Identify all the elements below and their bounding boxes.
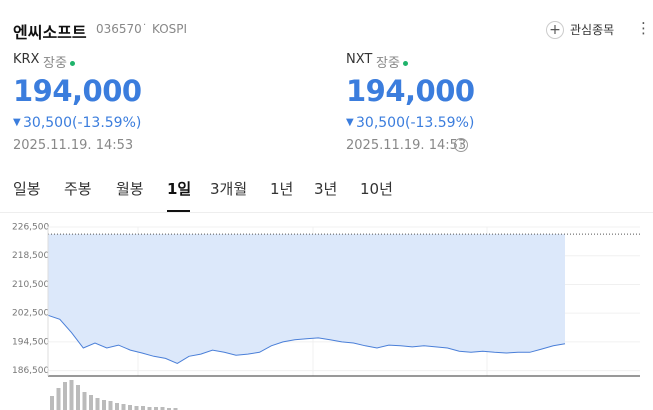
exchange: NXT [346, 52, 373, 67]
volume-bar [82, 392, 87, 410]
tab[interactable]: 3개월 [210, 180, 248, 198]
price-line [47, 314, 566, 364]
volume-bar [76, 385, 80, 410]
rate: (-13.59%) [405, 115, 475, 131]
tab[interactable]: 월봉 [116, 180, 144, 198]
volume-bar [141, 406, 145, 410]
live-dot [69, 61, 75, 66]
y-tick-label: 186,500 [12, 366, 49, 376]
separator: · [143, 20, 147, 31]
volume-bar [128, 405, 132, 410]
rate: (-13.59%) [72, 115, 142, 131]
volume-bar [160, 407, 165, 410]
tab[interactable]: 3년 [314, 180, 338, 198]
volume-bar [69, 380, 74, 410]
divider [0, 212, 653, 213]
volume-bar [102, 400, 106, 410]
area [48, 234, 565, 364]
volume-bar [56, 388, 61, 410]
stock-name: 엔씨소프트 [13, 23, 87, 42]
watch-button[interactable]: 관심종목 [570, 23, 615, 37]
volume-bar [95, 398, 100, 410]
time: 2025.11.19. 14:53 [13, 138, 134, 153]
add-icon[interactable]: + [546, 21, 564, 39]
volume-bar [50, 396, 54, 410]
y-tick-label: 202,500 [12, 309, 49, 319]
y-tick-label: 218,500 [12, 251, 49, 261]
volume-bar [121, 404, 126, 410]
tab[interactable]: 10년 [360, 180, 393, 198]
price: 194,000 [13, 74, 142, 108]
change: 30,500 [356, 115, 405, 131]
live-dot [402, 61, 408, 66]
y-tick-label: 226,500 [12, 223, 49, 233]
time: 2025.11.19. 14:53 [346, 138, 467, 153]
price: 194,000 [346, 74, 475, 108]
y-tick-label: 210,500 [12, 280, 49, 290]
y-tick-label: 194,500 [12, 337, 49, 347]
tab[interactable]: 1년 [270, 180, 294, 198]
stock-code: 036570 [96, 22, 142, 36]
status: 장중 [376, 52, 408, 71]
volume-bar [173, 408, 178, 410]
volume-bar [167, 408, 171, 410]
exchange: KRX [13, 52, 40, 67]
volume-bar [63, 382, 67, 410]
market: KOSPI [152, 22, 188, 36]
tab-underline [167, 210, 190, 212]
volume-bar [108, 401, 113, 410]
more-menu[interactable]: ⋮ [636, 19, 651, 37]
volume-bar [89, 395, 93, 410]
tab[interactable]: 주봉 [64, 180, 92, 198]
volume-bar [134, 406, 139, 410]
down-arrow: ▼ [346, 117, 354, 128]
volume-bar [154, 407, 158, 410]
info-icon[interactable]: i [454, 138, 468, 152]
tab[interactable]: 1일 [167, 180, 192, 198]
down-arrow: ▼ [13, 117, 21, 128]
volume-bar [115, 403, 119, 410]
status: 장중 [43, 52, 75, 71]
volume-bar [147, 407, 152, 410]
tab[interactable]: 일봉 [13, 180, 41, 198]
change: 30,500 [23, 115, 72, 131]
